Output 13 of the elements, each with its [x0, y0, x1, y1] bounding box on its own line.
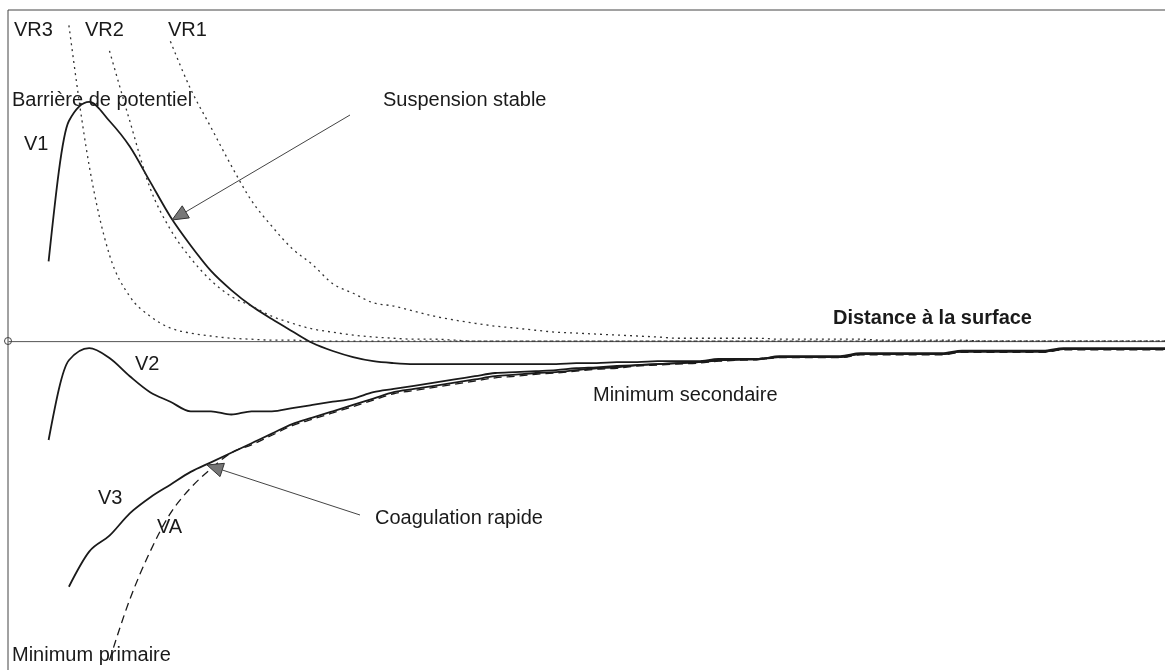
series-label: VR1 [168, 18, 207, 40]
annotation: Coagulation rapide [375, 506, 543, 528]
series-label: VR3 [14, 18, 53, 40]
annotation: Minimum primaire [12, 643, 171, 665]
series-label: V2 [135, 352, 160, 374]
series-label: V1 [24, 132, 49, 154]
series-label: VA [157, 515, 183, 537]
annotation: Minimum secondaire [593, 383, 778, 405]
series-label: V3 [98, 486, 123, 508]
series-label: VR2 [85, 18, 124, 40]
annotation: Barrière de potentiel [12, 88, 193, 110]
x-axis-title: Distance à la surface [833, 306, 1032, 328]
annotation: Suspension stable [383, 88, 547, 110]
